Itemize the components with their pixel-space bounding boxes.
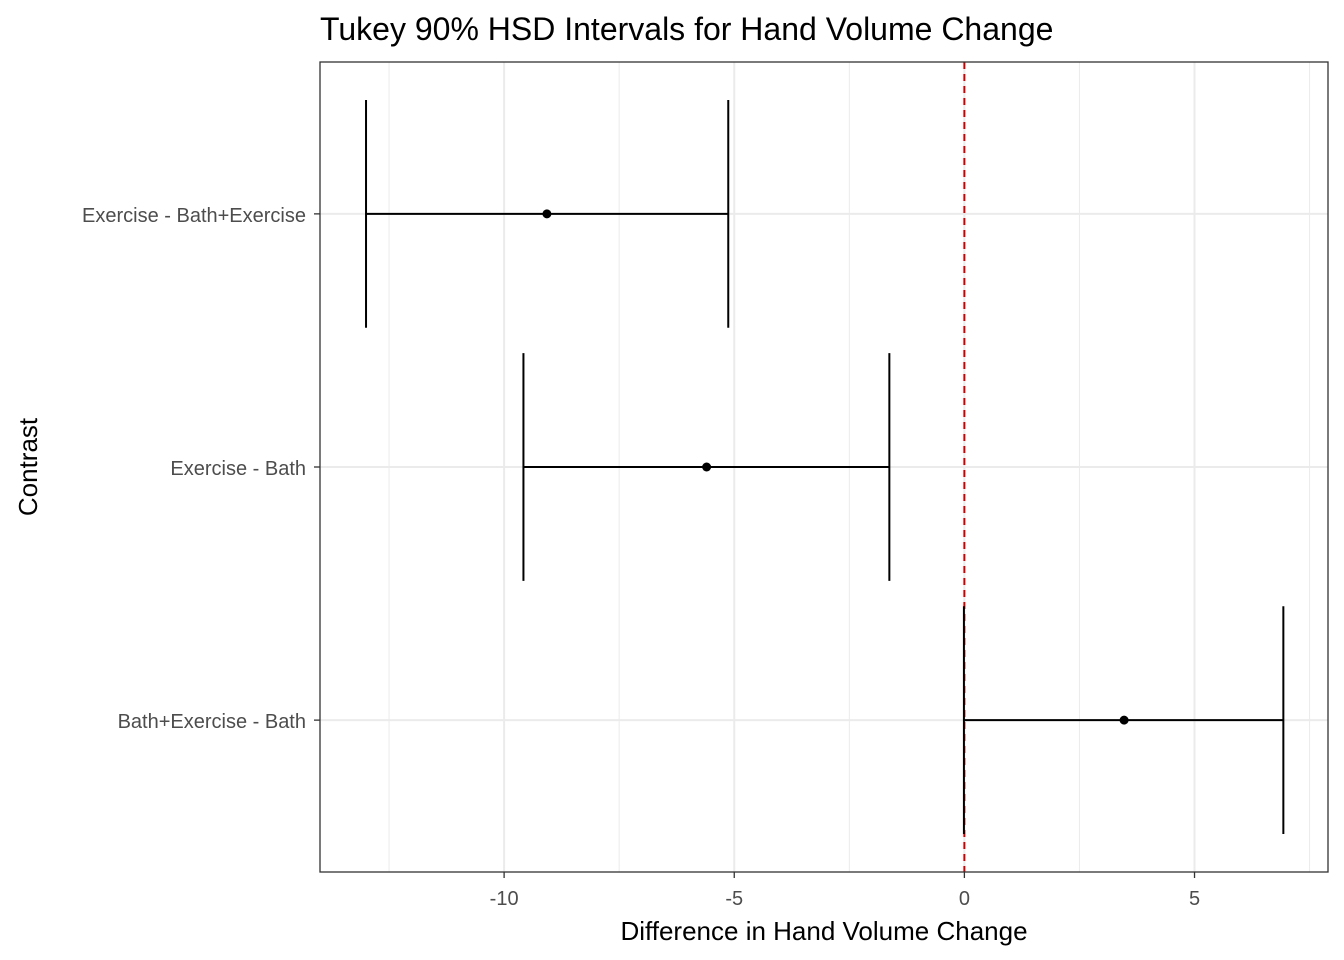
estimate-point — [1119, 715, 1129, 725]
x-tick-label: -10 — [490, 888, 519, 910]
interval-series — [365, 99, 1285, 835]
x-tick-label: -5 — [725, 888, 743, 910]
x-axis-title: Difference in Hand Volume Change — [620, 916, 1027, 946]
x-tick-label: 5 — [1189, 888, 1200, 910]
y-tick-label: Exercise - Bath — [170, 458, 306, 480]
estimate-point — [542, 209, 552, 219]
x-tick-label: 0 — [959, 888, 970, 910]
y-tick-label: Bath+Exercise - Bath — [118, 711, 306, 733]
y-tick-label: Exercise - Bath+Exercise — [82, 205, 306, 227]
y-axis: Exercise - Bath+Exercise Exercise - Bath B… — [82, 205, 320, 733]
y-axis-title: Contrast — [13, 417, 43, 516]
estimate-point — [702, 462, 712, 472]
x-axis: -10 -5 0 5 — [490, 872, 1200, 910]
chart-title: Tukey 90% HSD Intervals for Hand Volume … — [320, 11, 1053, 47]
